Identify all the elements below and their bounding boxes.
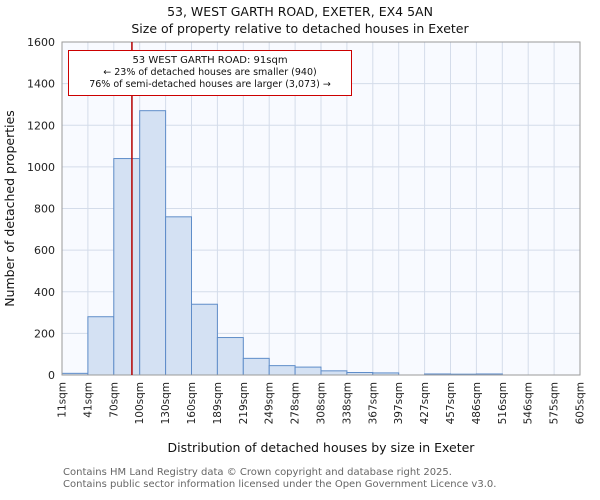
y-axis-label: Number of detached properties <box>2 110 17 307</box>
chart-title: 53, WEST GARTH ROAD, EXETER, EX4 5AN <box>167 4 433 19</box>
y-tick-label: 600 <box>34 244 55 257</box>
histogram-bar <box>216 337 244 376</box>
annotation-smaller-line: ← 23% of detached houses are smaller (94… <box>103 67 317 78</box>
y-tick-label: 0 <box>48 369 55 382</box>
x-tick-label: 11sqm <box>57 382 69 418</box>
y-tick-label: 400 <box>34 286 55 299</box>
x-tick-label: 605sqm <box>575 382 587 424</box>
y-tick-label: 800 <box>34 203 55 216</box>
x-tick-label: 397sqm <box>393 382 405 424</box>
x-tick-label: 308sqm <box>316 382 328 424</box>
annotation-property-line: 53 WEST GARTH ROAD: 91sqm <box>132 55 288 66</box>
x-tick-label: 486sqm <box>471 382 483 424</box>
annotation-larger-line: 76% of semi-detached houses are larger (… <box>89 79 331 91</box>
x-tick-label: 100sqm <box>134 382 146 424</box>
x-tick-label: 130sqm <box>160 382 172 424</box>
x-tick-label: 160sqm <box>186 382 198 424</box>
histogram-bar <box>191 303 218 376</box>
y-tick-label: 1000 <box>27 161 55 174</box>
y-tick-label: 1400 <box>27 78 55 91</box>
x-tick-label: 516sqm <box>497 382 509 424</box>
x-tick-label: 189sqm <box>212 382 224 424</box>
y-tick-label: 1600 <box>27 36 55 49</box>
x-tick-label: 219sqm <box>238 382 250 424</box>
footer-credits: Contains HM Land Registry data © Crown c… <box>63 467 593 491</box>
histogram-bar <box>165 216 193 376</box>
histogram-bar <box>87 316 115 376</box>
x-tick-label: 457sqm <box>445 382 457 424</box>
histogram-bar <box>242 357 270 376</box>
y-tick-label: 1200 <box>27 119 55 132</box>
x-tick-label: 427sqm <box>419 382 431 424</box>
x-tick-label: 367sqm <box>367 382 379 424</box>
x-tick-label: 546sqm <box>523 382 535 424</box>
footer-credit-2: Contains public sector information licen… <box>63 479 497 490</box>
plot-border <box>61 41 581 376</box>
x-tick-label: 41sqm <box>82 382 94 418</box>
x-tick-label: 278sqm <box>290 382 302 424</box>
chart-subtitle: Size of property relative to detached ho… <box>131 21 469 36</box>
x-tick-label: 338sqm <box>341 382 353 424</box>
histogram-bar <box>139 110 167 376</box>
footer-credit-1: Contains HM Land Registry data © Crown c… <box>63 467 452 478</box>
histogram-bar <box>294 366 322 376</box>
x-tick-label: 70sqm <box>108 382 120 418</box>
histogram-bar <box>320 370 348 376</box>
histogram-bar <box>113 158 141 376</box>
y-tick-label: 200 <box>34 327 55 340</box>
x-tick-label: 249sqm <box>264 382 276 424</box>
x-axis-label: Distribution of detached houses by size … <box>168 440 476 455</box>
x-tick-label: 575sqm <box>549 382 561 424</box>
histogram-bar <box>268 365 296 376</box>
annotation-box: 53 WEST GARTH ROAD: 91sqm ← 23% of detac… <box>68 50 352 96</box>
